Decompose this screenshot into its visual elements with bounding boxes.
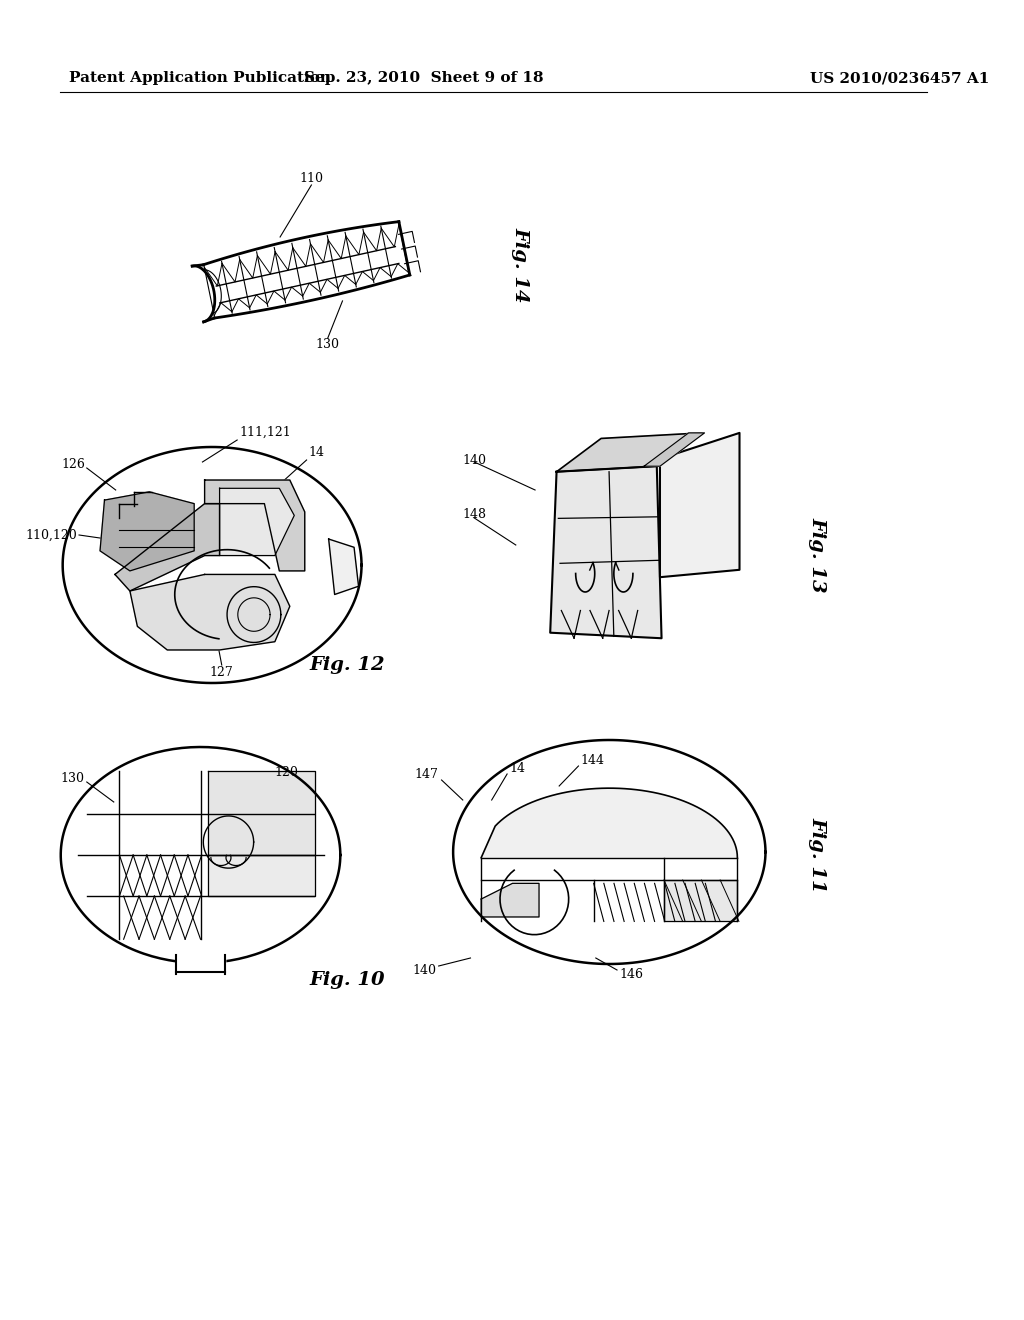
Text: 148: 148	[463, 508, 486, 521]
Text: 110: 110	[299, 172, 324, 185]
Text: 146: 146	[618, 969, 643, 982]
Text: 140: 140	[413, 964, 436, 977]
Text: US 2010/0236457 A1: US 2010/0236457 A1	[810, 71, 989, 84]
Polygon shape	[481, 788, 737, 858]
Polygon shape	[208, 855, 315, 896]
Polygon shape	[100, 492, 195, 570]
Polygon shape	[219, 488, 294, 556]
Text: 144: 144	[581, 754, 604, 767]
Polygon shape	[550, 466, 662, 639]
Polygon shape	[115, 504, 219, 591]
Text: 126: 126	[61, 458, 85, 471]
Polygon shape	[62, 447, 361, 682]
Polygon shape	[130, 574, 290, 649]
Text: Sep. 23, 2010  Sheet 9 of 18: Sep. 23, 2010 Sheet 9 of 18	[304, 71, 544, 84]
Text: 147: 147	[415, 768, 438, 781]
Text: 110,120: 110,120	[26, 528, 77, 541]
Polygon shape	[644, 433, 705, 466]
Text: Fig. 14: Fig. 14	[512, 227, 529, 302]
Text: Fig. 11: Fig. 11	[809, 817, 826, 892]
Text: 130: 130	[60, 771, 85, 784]
Text: 130: 130	[315, 338, 340, 351]
Text: 120: 120	[274, 766, 299, 779]
Polygon shape	[176, 954, 225, 974]
Polygon shape	[481, 883, 539, 917]
Polygon shape	[329, 539, 358, 594]
Text: Fig. 12: Fig. 12	[309, 656, 385, 675]
Polygon shape	[659, 433, 739, 577]
Polygon shape	[454, 741, 766, 964]
Text: 14: 14	[509, 762, 525, 775]
Text: Fig. 10: Fig. 10	[309, 972, 385, 989]
Polygon shape	[208, 771, 315, 855]
Text: 140: 140	[463, 454, 486, 466]
Text: 111,121: 111,121	[239, 425, 291, 438]
Polygon shape	[60, 747, 340, 964]
Polygon shape	[176, 954, 225, 974]
Text: Patent Application Publication: Patent Application Publication	[70, 71, 332, 84]
Text: Fig. 13: Fig. 13	[809, 517, 826, 593]
Text: 127: 127	[210, 665, 233, 678]
Polygon shape	[557, 433, 701, 471]
Text: 14: 14	[308, 446, 325, 458]
Polygon shape	[205, 480, 305, 570]
Polygon shape	[664, 880, 737, 921]
